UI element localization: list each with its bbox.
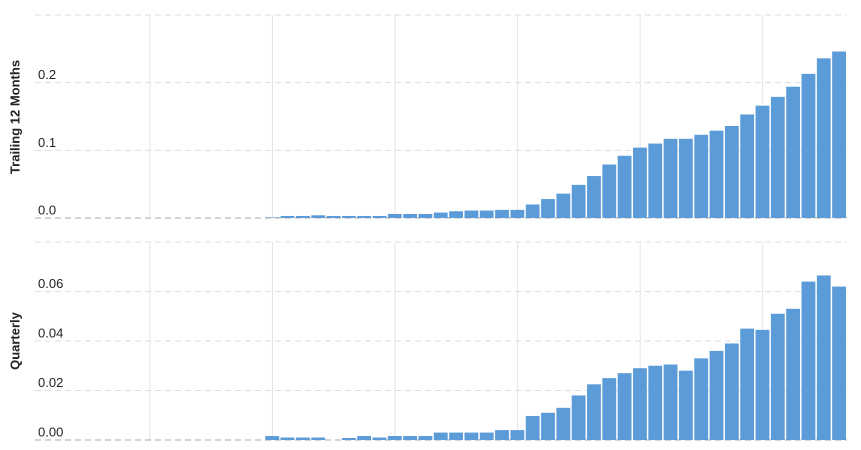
bar (525, 415, 540, 440)
y-tick-label: 0.00 (38, 424, 63, 439)
y-tick-label: 0.2 (38, 67, 56, 82)
bar (403, 213, 418, 218)
bar (648, 143, 663, 218)
bar (341, 438, 356, 440)
bar (341, 215, 356, 218)
bar (295, 215, 310, 218)
y-tick-label: 0.04 (38, 325, 63, 340)
bar (755, 105, 770, 218)
bar (816, 275, 831, 440)
bar (571, 395, 586, 440)
bar (571, 184, 586, 218)
bar (495, 430, 509, 440)
bar (433, 212, 448, 218)
bar (755, 329, 770, 440)
bar (694, 134, 709, 218)
bar (770, 96, 785, 218)
y-tick-label: 0.06 (38, 276, 63, 291)
bar (587, 176, 601, 218)
bar (357, 436, 372, 440)
bar (479, 210, 494, 218)
y-axis-title: Quarterly (7, 311, 22, 370)
bar (633, 147, 647, 218)
bar (387, 436, 402, 440)
bar (633, 368, 647, 440)
bar (357, 215, 372, 218)
bar (663, 138, 678, 218)
bar (433, 432, 448, 440)
bar (740, 114, 755, 218)
bar (770, 313, 785, 440)
bar (786, 86, 801, 218)
bar (694, 358, 709, 440)
bar (464, 432, 479, 440)
bar (265, 217, 280, 218)
bar (326, 215, 341, 218)
bar (525, 204, 540, 218)
bar (541, 199, 555, 218)
bar (678, 138, 693, 218)
bar (479, 432, 494, 440)
bar (709, 350, 724, 440)
bar (265, 436, 280, 440)
bar (740, 328, 755, 440)
bar (403, 436, 418, 440)
bar (541, 412, 555, 440)
bar (556, 193, 571, 218)
bar (387, 213, 402, 218)
bar (786, 308, 801, 440)
bar (724, 125, 739, 218)
bar (602, 378, 617, 440)
bar (372, 437, 387, 440)
bar (449, 211, 463, 218)
y-tick-label: 0.1 (38, 135, 56, 150)
bar (449, 432, 463, 440)
y-tick-label: 0.02 (38, 375, 63, 390)
bar (280, 437, 295, 440)
bar (678, 370, 693, 440)
bar (709, 130, 724, 218)
bar (801, 73, 816, 219)
bar (663, 364, 678, 440)
bar (464, 210, 479, 218)
bar (832, 51, 846, 218)
y-axis-title: Trailing 12 Months (7, 60, 22, 174)
bar (372, 215, 387, 218)
bar (801, 281, 816, 440)
y-tick-label: 0.0 (38, 202, 56, 217)
bar (418, 436, 433, 440)
bar (587, 384, 601, 440)
bar (280, 215, 295, 218)
bar (816, 58, 831, 218)
bar (510, 209, 525, 218)
bar (311, 215, 326, 218)
bar (832, 286, 846, 440)
bar (510, 430, 525, 440)
bar (295, 437, 310, 440)
bar (602, 164, 617, 218)
bar (724, 343, 739, 440)
bar (617, 155, 632, 218)
bar (556, 407, 571, 440)
bar (311, 437, 326, 440)
bar (418, 213, 433, 218)
bar (648, 365, 663, 440)
bar (495, 209, 509, 218)
bar (617, 373, 632, 440)
